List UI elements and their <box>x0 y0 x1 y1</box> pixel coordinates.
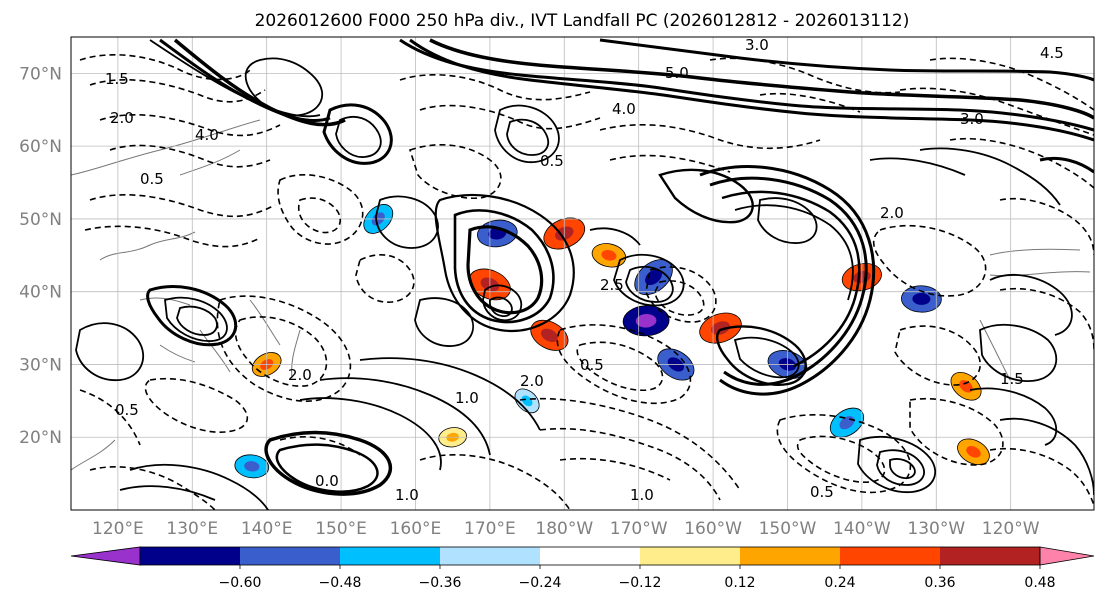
colorbar-segment <box>940 547 1040 565</box>
lon-tick-label: 130°W <box>907 519 965 539</box>
contour-label: 2.5 <box>600 276 624 294</box>
colorbar-tick-label: −0.48 <box>319 575 362 591</box>
colorbar-tick-label: 0.12 <box>724 575 755 591</box>
lon-tick-label: 140°E <box>241 519 293 539</box>
colorbar-tick-label: −0.36 <box>419 575 462 591</box>
contour-label: 0.5 <box>580 356 604 374</box>
colorbar-tick-label: −0.24 <box>519 575 562 591</box>
longitude-labels: 120°E 130°E 140°E 150°E 160°E 170°E 180°W 170°W… <box>92 519 1040 539</box>
lon-tick-label: 170°W <box>610 519 668 539</box>
lon-tick-label: 160°W <box>684 519 742 539</box>
graticule <box>71 37 1094 510</box>
map-background <box>71 37 1094 510</box>
contour-label: 5.0 <box>665 64 689 82</box>
colorbar-segment <box>840 547 940 565</box>
lon-tick-label: 140°W <box>833 519 891 539</box>
colorbar-tick-label: −0.60 <box>219 575 262 591</box>
contour-label: 4.5 <box>1040 44 1064 62</box>
contour-label: 4.0 <box>612 100 636 118</box>
map-frame <box>70 36 1095 511</box>
contour-label: 0.5 <box>115 401 139 419</box>
map-title: 2026012600 F000 250 hPa div., IVT Landfa… <box>255 11 910 31</box>
contour-label: 0.0 <box>315 472 339 490</box>
lat-tick-label: 40°N <box>19 283 62 303</box>
lat-tick-label: 50°N <box>19 210 62 230</box>
colorbar-tick-label: −0.12 <box>619 575 662 591</box>
lon-tick-label: 150°E <box>315 519 367 539</box>
colorbar-segment <box>540 547 640 565</box>
colorbar-segment <box>240 547 340 565</box>
contour-label: 0.5 <box>810 483 834 501</box>
contour-label: 2.0 <box>110 109 134 127</box>
colorbar <box>70 546 1095 566</box>
contour-labels: 1.5 2.0 4.0 0.5 3.0 5.0 4.0 0.5 1.0 2.0 … <box>105 36 1064 504</box>
contour-label: 1.0 <box>630 486 654 504</box>
lat-tick-label: 20°N <box>19 428 62 448</box>
colorbar-segment <box>440 547 540 565</box>
colorbar-tick-label: 0.24 <box>824 575 855 591</box>
colorbar-extend-max <box>1039 546 1095 566</box>
contour-label: 1.0 <box>455 389 479 407</box>
contour-label: 3.0 <box>960 110 984 128</box>
divergence-patch-core <box>912 293 931 305</box>
colorbar-segment <box>740 547 840 565</box>
coastlines <box>71 119 1091 471</box>
lon-tick-label: 150°W <box>759 519 817 539</box>
colorbar-segment <box>140 547 240 565</box>
lat-tick-label: 30°N <box>19 355 62 375</box>
contour-label: 1.5 <box>1000 370 1024 388</box>
lon-tick-label: 120°E <box>92 519 144 539</box>
contour-label: 1.0 <box>395 486 419 504</box>
lon-tick-label: 120°W <box>982 519 1040 539</box>
contour-label: 0.5 <box>540 152 564 170</box>
lat-tick-label: 60°N <box>19 137 62 157</box>
contour-label: 1.5 <box>105 70 129 88</box>
colorbar-ticks: −0.60 −0.48 −0.36 −0.24 −0.12 0.12 0.24 0.36 0.4… <box>219 565 1056 591</box>
colorbar-extend-min <box>70 546 141 566</box>
latitude-labels: 70°N 60°N 50°N 40°N 30°N 20°N <box>19 64 62 448</box>
lon-tick-label: 130°E <box>166 519 218 539</box>
divergence-patch-core <box>966 446 981 458</box>
contour-label: 2.0 <box>880 204 904 222</box>
contour-label: 4.0 <box>195 126 219 144</box>
contour-label: 0.5 <box>140 170 164 188</box>
lat-tick-label: 70°N <box>19 64 62 84</box>
divergence-patch-core <box>244 461 260 472</box>
colorbar-tick-label: 0.36 <box>924 575 955 591</box>
solid-contours <box>75 38 1094 510</box>
lon-tick-label: 170°E <box>464 519 516 539</box>
lon-tick-label: 180°W <box>535 519 593 539</box>
divergence-patch-core <box>521 395 533 407</box>
divergence-patch-core <box>541 328 558 343</box>
divergence-patch-core <box>635 314 657 328</box>
divergence-patch-core <box>711 321 730 335</box>
map-plot-area: 1.5 2.0 4.0 0.5 3.0 5.0 4.0 0.5 1.0 2.0 … <box>71 36 1094 510</box>
colorbar-segment <box>640 547 740 565</box>
contour-label: 3.0 <box>745 36 769 54</box>
contour-label: 2.0 <box>288 366 312 384</box>
lon-tick-label: 160°E <box>390 519 442 539</box>
contour-label: 2.0 <box>520 372 544 390</box>
colorbar-outline <box>139 546 1041 566</box>
divergence-patch-core <box>959 380 973 393</box>
dashed-contours <box>79 54 1094 510</box>
colorbar-segment <box>340 547 440 565</box>
colorbar-tick-label: 0.48 <box>1024 575 1055 591</box>
divergence-patch-core <box>601 250 617 261</box>
